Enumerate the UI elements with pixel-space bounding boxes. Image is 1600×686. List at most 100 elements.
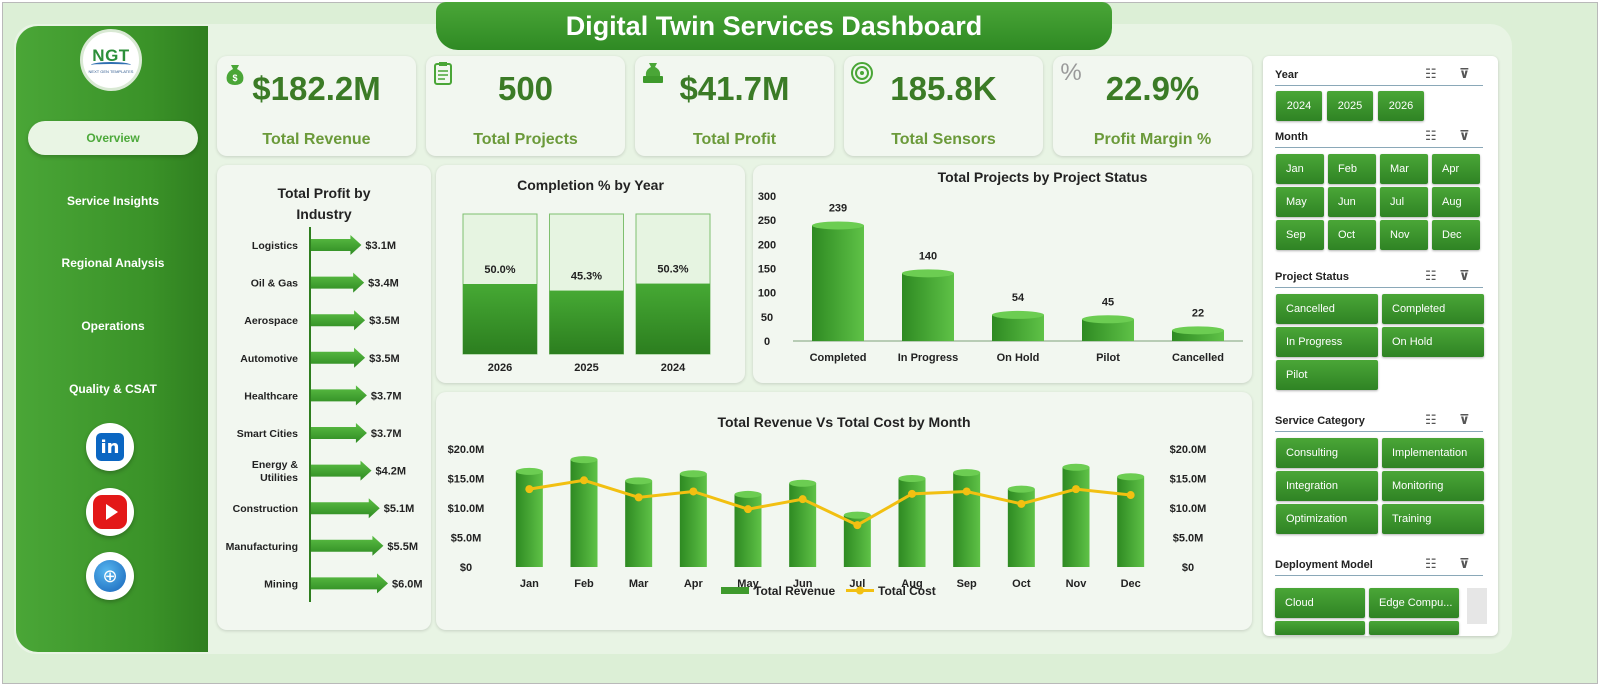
revcost-left-tick-label: $5.0M xyxy=(451,533,482,545)
multi-select-icon[interactable]: ☷ xyxy=(1425,412,1437,427)
cost-point xyxy=(634,493,643,502)
kpi-label: Total Sensors xyxy=(891,131,996,148)
nav-operations[interactable]: Operations xyxy=(81,319,145,333)
slicer-item[interactable]: Cloud xyxy=(1275,588,1365,618)
slicer-item[interactable]: 2025 xyxy=(1327,91,1373,121)
slicer-item-month[interactable]: Jun xyxy=(1328,187,1376,217)
revenue-bar-cap xyxy=(1062,463,1090,471)
slicer-item[interactable]: Cancelled xyxy=(1276,294,1378,324)
slicer-item-partial[interactable] xyxy=(1369,621,1459,635)
nav-overview[interactable]: Overview xyxy=(28,121,198,155)
revenue-bar xyxy=(570,459,598,567)
slicer-item-month[interactable]: Jan xyxy=(1276,154,1324,184)
slicer-item-month[interactable]: Jul xyxy=(1380,187,1428,217)
multi-select-icon[interactable]: ☷ xyxy=(1425,556,1437,571)
slicer-item-partial[interactable] xyxy=(1275,621,1365,635)
svg-text:$: $ xyxy=(232,73,237,83)
nav-service-insights[interactable]: Service Insights xyxy=(66,194,160,208)
cost-point xyxy=(744,505,752,514)
slicer-header-year: Year ☷ ⊽ xyxy=(1275,64,1483,86)
status-bar-cap xyxy=(992,310,1044,319)
kpi-label: Total Revenue xyxy=(262,131,371,148)
nav-regional-analysis[interactable]: Regional Analysis xyxy=(61,256,165,270)
slicer-item-month[interactable]: Feb xyxy=(1328,154,1376,184)
slicer-item[interactable]: On Hold xyxy=(1382,327,1484,357)
cost-point xyxy=(525,485,534,494)
industry-bar xyxy=(311,347,366,368)
multi-select-icon[interactable]: ☷ xyxy=(1425,268,1437,283)
slicer-item-month[interactable]: Aug xyxy=(1432,187,1480,217)
revenue-bar xyxy=(1117,476,1145,567)
revenue-bar xyxy=(953,472,981,567)
slicer-item[interactable]: Pilot xyxy=(1276,360,1378,390)
slicer-item[interactable]: Completed xyxy=(1382,294,1484,324)
slicer-item[interactable]: Implementation xyxy=(1382,438,1484,468)
clear-filter-icon[interactable]: ⊽ xyxy=(1459,66,1470,81)
clear-filter-icon[interactable]: ⊽ xyxy=(1459,412,1470,427)
completion-bar xyxy=(636,283,710,354)
profit-by-industry-card: Total Profit by Industry $3.1M Logistics $… xyxy=(217,165,431,630)
website-button[interactable]: ⊕ xyxy=(86,552,134,600)
industry-data-label: $5.1M xyxy=(384,503,415,515)
revcost-right-tick-label: $10.0M xyxy=(1170,503,1207,515)
slicer-item-month[interactable]: Sep xyxy=(1276,220,1324,250)
clear-filter-icon[interactable]: ⊽ xyxy=(1459,268,1470,283)
slicer-header-service-category: Service Category ☷ ⊽ xyxy=(1275,410,1483,432)
revenue-bar-cap xyxy=(843,511,871,519)
industry-bar xyxy=(311,423,367,443)
revcost-category-label: Feb xyxy=(574,578,594,590)
industry-category-label: Mining xyxy=(264,578,298,590)
slicer-item-month[interactable]: Apr xyxy=(1432,154,1480,184)
revcost-right-tick-label: $15.0M xyxy=(1170,474,1207,486)
completion-category-label: 2026 xyxy=(488,362,512,374)
slicer-item-month[interactable]: Dec xyxy=(1432,220,1480,250)
linkedin-button[interactable]: in xyxy=(86,423,134,471)
projects-by-status-title: Total Projects by Project Status xyxy=(937,169,1148,185)
industry-bar xyxy=(311,272,365,293)
slicer-item[interactable]: Edge Compu... xyxy=(1369,588,1459,618)
clear-filter-icon[interactable]: ⊽ xyxy=(1459,128,1470,143)
completion-data-label: 50.3% xyxy=(657,264,688,276)
industry-data-label: $3.7M xyxy=(371,390,402,402)
legend-revenue-swatch xyxy=(721,587,749,594)
status-bar xyxy=(1172,330,1224,341)
slicer-item-month[interactable]: May xyxy=(1276,187,1324,217)
clear-filter-icon[interactable]: ⊽ xyxy=(1459,556,1470,571)
slicer-item-month[interactable]: Nov xyxy=(1380,220,1428,250)
multi-select-icon[interactable]: ☷ xyxy=(1425,66,1437,81)
legend-cost-label: Total Cost xyxy=(878,584,936,598)
slicer-item[interactable]: Optimization xyxy=(1276,504,1378,534)
status-category-label: Pilot xyxy=(1096,352,1120,364)
slicer-item[interactable]: Training xyxy=(1382,504,1484,534)
youtube-button[interactable] xyxy=(86,488,134,536)
slicer-header-deployment-model: Deployment Model ☷ ⊽ xyxy=(1275,554,1483,576)
status-tick-label: 50 xyxy=(761,312,773,324)
industry-category-label: Healthcare xyxy=(244,390,298,402)
slicer-item[interactable]: Integration xyxy=(1276,471,1378,501)
legend-revenue-label: Total Revenue xyxy=(754,584,835,598)
logo-subtext: NEXT GEN TEMPLATES xyxy=(88,69,134,74)
multi-select-icon[interactable]: ☷ xyxy=(1425,128,1437,143)
cost-point xyxy=(908,489,916,498)
revenue-bar-cap xyxy=(898,475,926,482)
industry-category-label: Automotive xyxy=(240,353,298,365)
slicer-item[interactable]: Consulting xyxy=(1276,438,1378,468)
revcost-left-tick-label: $20.0M xyxy=(448,444,485,456)
slicer-item-month[interactable]: Mar xyxy=(1380,154,1428,184)
slicer-item[interactable]: 2024 xyxy=(1276,91,1322,121)
slicer-scrollbar[interactable] xyxy=(1467,588,1487,624)
slicer-title: Project Status xyxy=(1275,270,1349,283)
revenue-bar-cap xyxy=(1117,473,1145,481)
slicer-item[interactable]: 2026 xyxy=(1378,91,1424,121)
nav-quality-csat[interactable]: Quality & CSAT xyxy=(69,382,157,396)
revcost-category-label: Jan xyxy=(520,578,539,590)
revcost-category-label: Oct xyxy=(1012,578,1031,590)
cost-point xyxy=(580,476,588,485)
slicer-item[interactable]: In Progress xyxy=(1276,327,1378,357)
completion-by-year-chart: 50.0% 2026 45.3% 2025 50.3% 2024 xyxy=(462,213,711,374)
slicer-item[interactable]: Monitoring xyxy=(1382,471,1484,501)
status-data-label: 239 xyxy=(829,202,847,214)
percent-icon: % xyxy=(1060,59,1082,86)
slicer-item-month[interactable]: Oct xyxy=(1328,220,1376,250)
completion-category-label: 2024 xyxy=(661,362,686,374)
